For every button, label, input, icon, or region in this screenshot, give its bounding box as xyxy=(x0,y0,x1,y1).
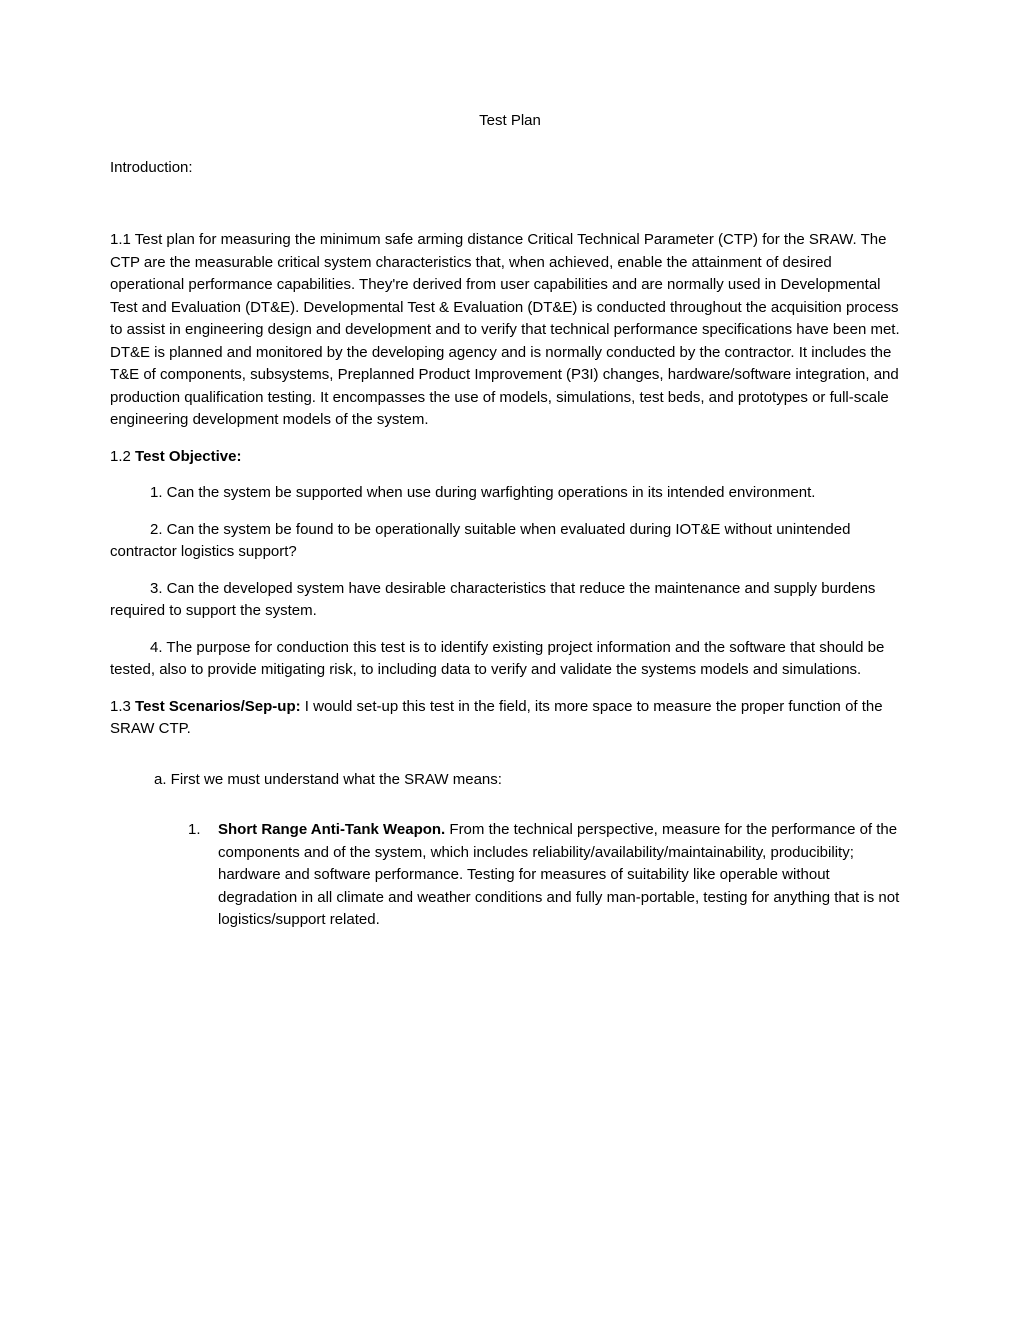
objective-4-text: 4. The purpose for conduction this test … xyxy=(110,639,884,679)
document-title: Test Plan xyxy=(110,110,910,133)
list-item-sub-1: 1.Short Range Anti-Tank Weapon. From the… xyxy=(188,819,910,932)
objective-3: 3. Can the developed system have desirab… xyxy=(110,578,910,623)
section-1-2-heading: 1.2 Test Objective: xyxy=(110,446,910,469)
objective-1-text: 1. Can the system be supported when use … xyxy=(150,484,815,501)
objective-2: 2. Can the system be found to be operati… xyxy=(110,519,910,564)
sub-1-number: 1. xyxy=(188,819,218,842)
objective-1: 1. Can the system be supported when use … xyxy=(110,482,910,505)
objective-2-text: 2. Can the system be found to be operati… xyxy=(110,521,850,561)
objective-3-text: 3. Can the developed system have desirab… xyxy=(110,580,875,620)
section-1-3-heading: 1.3 Test Scenarios/Sep-up: I would set-u… xyxy=(110,696,910,741)
section-1-3-prefix: 1.3 xyxy=(110,698,135,715)
section-1-2-title: Test Objective: xyxy=(135,448,241,465)
list-item-a: a. First we must understand what the SRA… xyxy=(154,769,910,792)
section-1-1: 1.1 Test plan for measuring the minimum … xyxy=(110,229,910,432)
objective-4: 4. The purpose for conduction this test … xyxy=(110,637,910,682)
section-1-2-prefix: 1.2 xyxy=(110,448,135,465)
intro-label: Introduction: xyxy=(110,157,910,180)
sub-1-heading: Short Range Anti-Tank Weapon. xyxy=(218,821,445,838)
section-1-3-title: Test Scenarios/Sep-up: xyxy=(135,698,301,715)
